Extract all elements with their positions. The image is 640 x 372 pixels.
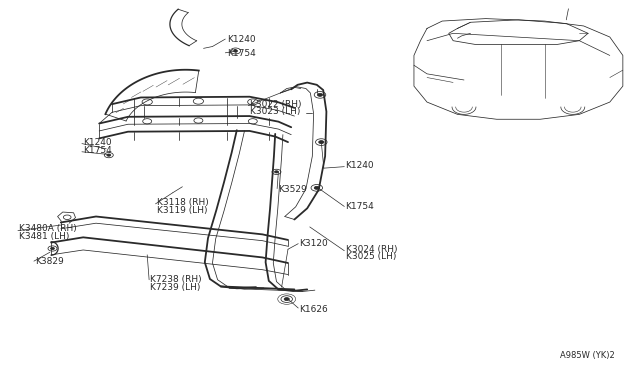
Text: K3025 (LH): K3025 (LH) (346, 252, 396, 261)
Circle shape (51, 247, 54, 250)
Circle shape (317, 93, 323, 96)
Text: K1240: K1240 (227, 35, 256, 44)
Circle shape (275, 171, 278, 173)
Text: K3119 (LH): K3119 (LH) (157, 206, 207, 215)
Text: K7239 (LH): K7239 (LH) (150, 283, 201, 292)
Text: K3023 (LH): K3023 (LH) (250, 107, 300, 116)
Text: K1240: K1240 (83, 138, 112, 147)
Text: K1626: K1626 (300, 305, 328, 314)
Text: K3829: K3829 (35, 257, 64, 266)
Text: K3120: K3120 (300, 239, 328, 248)
Text: K1754: K1754 (346, 202, 374, 211)
Text: K3480A (RH): K3480A (RH) (19, 224, 77, 233)
Text: K3118 (RH): K3118 (RH) (157, 198, 209, 207)
Circle shape (234, 50, 237, 52)
Text: K1240: K1240 (346, 161, 374, 170)
Text: K7238 (RH): K7238 (RH) (150, 275, 202, 284)
Text: K3024 (RH): K3024 (RH) (346, 245, 397, 254)
Circle shape (319, 141, 324, 144)
Text: A985W (YK)2: A985W (YK)2 (559, 351, 614, 360)
Text: K3481 (LH): K3481 (LH) (19, 232, 70, 241)
Circle shape (284, 298, 289, 301)
Circle shape (314, 186, 319, 189)
Text: K3022 (RH): K3022 (RH) (250, 100, 301, 109)
Text: K1754: K1754 (83, 146, 112, 155)
Text: K3529: K3529 (278, 185, 307, 194)
Text: K1754: K1754 (227, 49, 256, 58)
Circle shape (107, 154, 111, 156)
